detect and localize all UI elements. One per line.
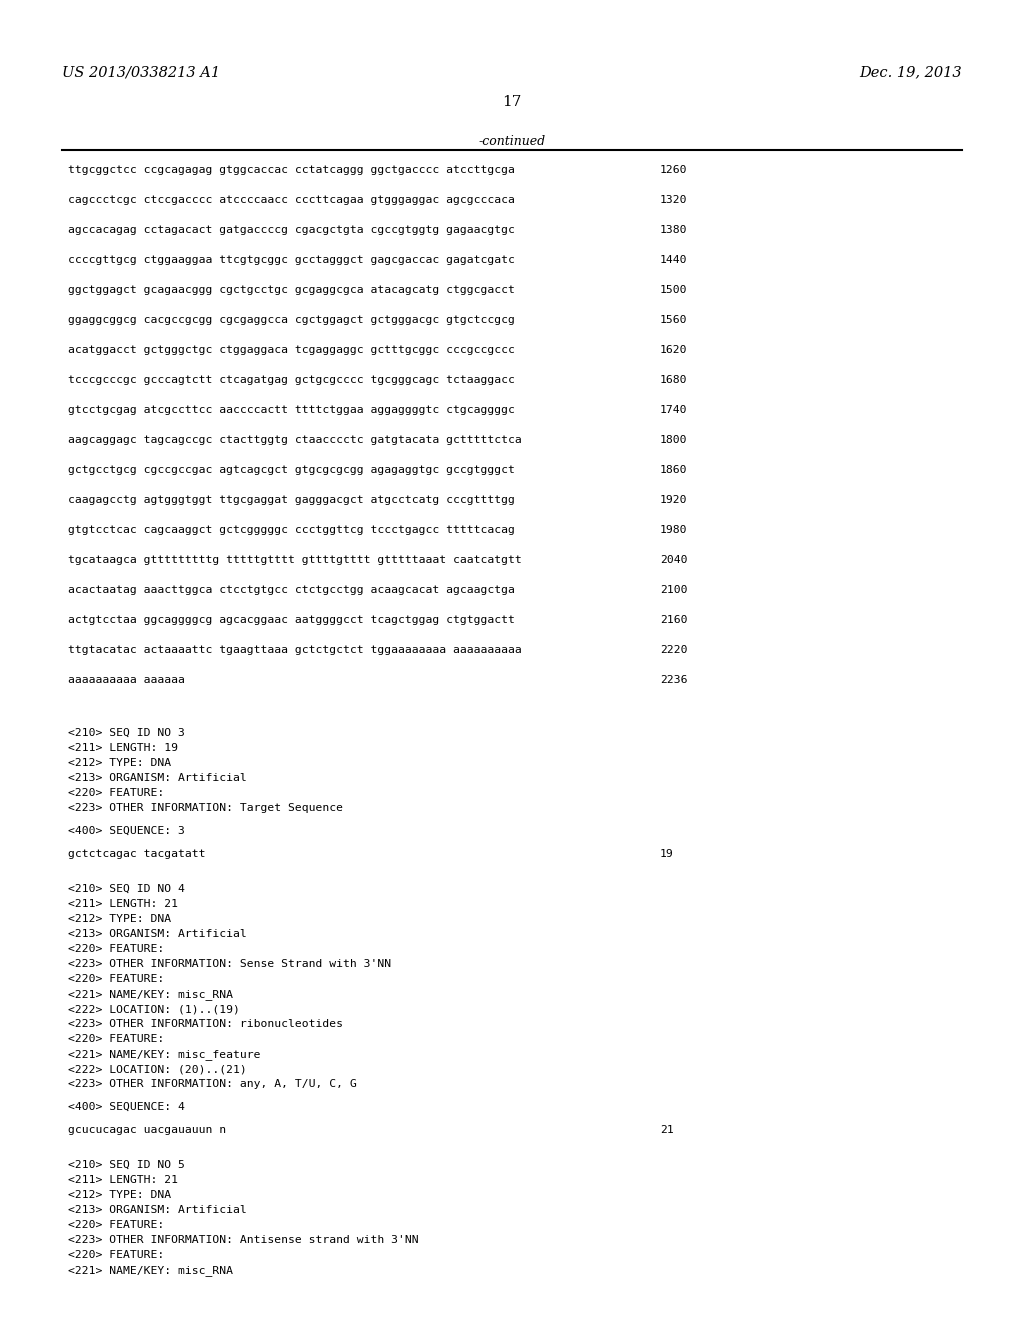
Text: US 2013/0338213 A1: US 2013/0338213 A1 (62, 65, 220, 79)
Text: agccacagag cctagacact gatgaccccg cgacgctgta cgccgtggtg gagaacgtgc: agccacagag cctagacact gatgaccccg cgacgct… (68, 224, 515, 235)
Text: <211> LENGTH: 21: <211> LENGTH: 21 (68, 899, 178, 909)
Text: ccccgttgcg ctggaaggaa ttcgtgcggc gcctagggct gagcgaccac gagatcgatc: ccccgttgcg ctggaaggaa ttcgtgcggc gcctagg… (68, 255, 515, 265)
Text: <220> FEATURE:: <220> FEATURE: (68, 788, 164, 799)
Text: <221> NAME/KEY: misc_RNA: <221> NAME/KEY: misc_RNA (68, 989, 233, 1001)
Text: <220> FEATURE:: <220> FEATURE: (68, 1220, 164, 1230)
Text: 1680: 1680 (660, 375, 687, 385)
Text: 2100: 2100 (660, 585, 687, 595)
Text: <400> SEQUENCE: 4: <400> SEQUENCE: 4 (68, 1102, 185, 1111)
Text: 1320: 1320 (660, 195, 687, 205)
Text: 1260: 1260 (660, 165, 687, 176)
Text: <220> FEATURE:: <220> FEATURE: (68, 1250, 164, 1261)
Text: 2040: 2040 (660, 554, 687, 565)
Text: acactaatag aaacttggca ctcctgtgcc ctctgcctgg acaagcacat agcaagctga: acactaatag aaacttggca ctcctgtgcc ctctgcc… (68, 585, 515, 595)
Text: 1440: 1440 (660, 255, 687, 265)
Text: caagagcctg agtgggtggt ttgcgaggat gagggacgct atgcctcatg cccgttttgg: caagagcctg agtgggtggt ttgcgaggat gagggac… (68, 495, 515, 506)
Text: <221> NAME/KEY: misc_feature: <221> NAME/KEY: misc_feature (68, 1049, 260, 1060)
Text: gcucucagac uacgauauun n: gcucucagac uacgauauun n (68, 1125, 226, 1135)
Text: 2236: 2236 (660, 675, 687, 685)
Text: 2160: 2160 (660, 615, 687, 624)
Text: 1860: 1860 (660, 465, 687, 475)
Text: <210> SEQ ID NO 4: <210> SEQ ID NO 4 (68, 884, 185, 894)
Text: 1920: 1920 (660, 495, 687, 506)
Text: <222> LOCATION: (1)..(19): <222> LOCATION: (1)..(19) (68, 1005, 240, 1014)
Text: 17: 17 (503, 95, 521, 110)
Text: ttgtacatac actaaaattc tgaagttaaa gctctgctct tggaaaaaaaa aaaaaaaaaa: ttgtacatac actaaaattc tgaagttaaa gctctgc… (68, 645, 522, 655)
Text: 19: 19 (660, 849, 674, 859)
Text: <223> OTHER INFORMATION: Antisense strand with 3'NN: <223> OTHER INFORMATION: Antisense stran… (68, 1236, 419, 1245)
Text: tgcataagca gtttttttttg tttttgtttt gttttgtttt gtttttaaat caatcatgtt: tgcataagca gtttttttttg tttttgtttt gttttg… (68, 554, 522, 565)
Text: 2220: 2220 (660, 645, 687, 655)
Text: -continued: -continued (478, 135, 546, 148)
Text: <221> NAME/KEY: misc_RNA: <221> NAME/KEY: misc_RNA (68, 1265, 233, 1276)
Text: cagccctcgc ctccgacccc atccccaacc cccttcagaa gtgggaggac agcgcccaca: cagccctcgc ctccgacccc atccccaacc cccttca… (68, 195, 515, 205)
Text: aagcaggagc tagcagccgc ctacttggtg ctaacccctc gatgtacata gctttttctca: aagcaggagc tagcagccgc ctacttggtg ctaaccc… (68, 436, 522, 445)
Text: acatggacct gctgggctgc ctggaggaca tcgaggaggc gctttgcggc cccgccgccc: acatggacct gctgggctgc ctggaggaca tcgagga… (68, 345, 515, 355)
Text: Dec. 19, 2013: Dec. 19, 2013 (859, 65, 962, 79)
Text: 21: 21 (660, 1125, 674, 1135)
Text: <213> ORGANISM: Artificial: <213> ORGANISM: Artificial (68, 774, 247, 783)
Text: gtgtcctcac cagcaaggct gctcgggggc ccctggttcg tccctgagcc tttttcacag: gtgtcctcac cagcaaggct gctcgggggc ccctggt… (68, 525, 515, 535)
Text: <213> ORGANISM: Artificial: <213> ORGANISM: Artificial (68, 1205, 247, 1214)
Text: <223> OTHER INFORMATION: Target Sequence: <223> OTHER INFORMATION: Target Sequence (68, 803, 343, 813)
Text: <210> SEQ ID NO 5: <210> SEQ ID NO 5 (68, 1160, 185, 1170)
Text: <220> FEATURE:: <220> FEATURE: (68, 1034, 164, 1044)
Text: 1740: 1740 (660, 405, 687, 414)
Text: actgtcctaa ggcaggggcg agcacggaac aatggggcct tcagctggag ctgtggactt: actgtcctaa ggcaggggcg agcacggaac aatgggg… (68, 615, 515, 624)
Text: 1800: 1800 (660, 436, 687, 445)
Text: <212> TYPE: DNA: <212> TYPE: DNA (68, 1191, 171, 1200)
Text: 1500: 1500 (660, 285, 687, 294)
Text: <211> LENGTH: 19: <211> LENGTH: 19 (68, 743, 178, 752)
Text: <223> OTHER INFORMATION: ribonucleotides: <223> OTHER INFORMATION: ribonucleotides (68, 1019, 343, 1030)
Text: 1560: 1560 (660, 315, 687, 325)
Text: <400> SEQUENCE: 3: <400> SEQUENCE: 3 (68, 826, 185, 836)
Text: <210> SEQ ID NO 3: <210> SEQ ID NO 3 (68, 729, 185, 738)
Text: <211> LENGTH: 21: <211> LENGTH: 21 (68, 1175, 178, 1185)
Text: <223> OTHER INFORMATION: Sense Strand with 3'NN: <223> OTHER INFORMATION: Sense Strand wi… (68, 960, 391, 969)
Text: gctgcctgcg cgccgccgac agtcagcgct gtgcgcgcgg agagaggtgc gccgtgggct: gctgcctgcg cgccgccgac agtcagcgct gtgcgcg… (68, 465, 515, 475)
Text: <212> TYPE: DNA: <212> TYPE: DNA (68, 758, 171, 768)
Text: 1980: 1980 (660, 525, 687, 535)
Text: gctctcagac tacgatatt: gctctcagac tacgatatt (68, 849, 206, 859)
Text: ttgcggctcc ccgcagagag gtggcaccac cctatcaggg ggctgacccc atccttgcga: ttgcggctcc ccgcagagag gtggcaccac cctatca… (68, 165, 515, 176)
Text: 1620: 1620 (660, 345, 687, 355)
Text: <220> FEATURE:: <220> FEATURE: (68, 974, 164, 983)
Text: <213> ORGANISM: Artificial: <213> ORGANISM: Artificial (68, 929, 247, 939)
Text: <222> LOCATION: (20)..(21): <222> LOCATION: (20)..(21) (68, 1064, 247, 1074)
Text: <220> FEATURE:: <220> FEATURE: (68, 944, 164, 954)
Text: 1380: 1380 (660, 224, 687, 235)
Text: gtcctgcgag atcgccttcc aaccccactt ttttctggaa aggaggggtc ctgcaggggc: gtcctgcgag atcgccttcc aaccccactt ttttctg… (68, 405, 515, 414)
Text: ggaggcggcg cacgccgcgg cgcgaggcca cgctggagct gctgggacgc gtgctccgcg: ggaggcggcg cacgccgcgg cgcgaggcca cgctgga… (68, 315, 515, 325)
Text: <212> TYPE: DNA: <212> TYPE: DNA (68, 913, 171, 924)
Text: <223> OTHER INFORMATION: any, A, T/U, C, G: <223> OTHER INFORMATION: any, A, T/U, C,… (68, 1078, 356, 1089)
Text: ggctggagct gcagaacggg cgctgcctgc gcgaggcgca atacagcatg ctggcgacct: ggctggagct gcagaacggg cgctgcctgc gcgaggc… (68, 285, 515, 294)
Text: aaaaaaaaaa aaaaaa: aaaaaaaaaa aaaaaa (68, 675, 185, 685)
Text: tcccgcccgc gcccagtctt ctcagatgag gctgcgcccc tgcgggcagc tctaaggacc: tcccgcccgc gcccagtctt ctcagatgag gctgcgc… (68, 375, 515, 385)
